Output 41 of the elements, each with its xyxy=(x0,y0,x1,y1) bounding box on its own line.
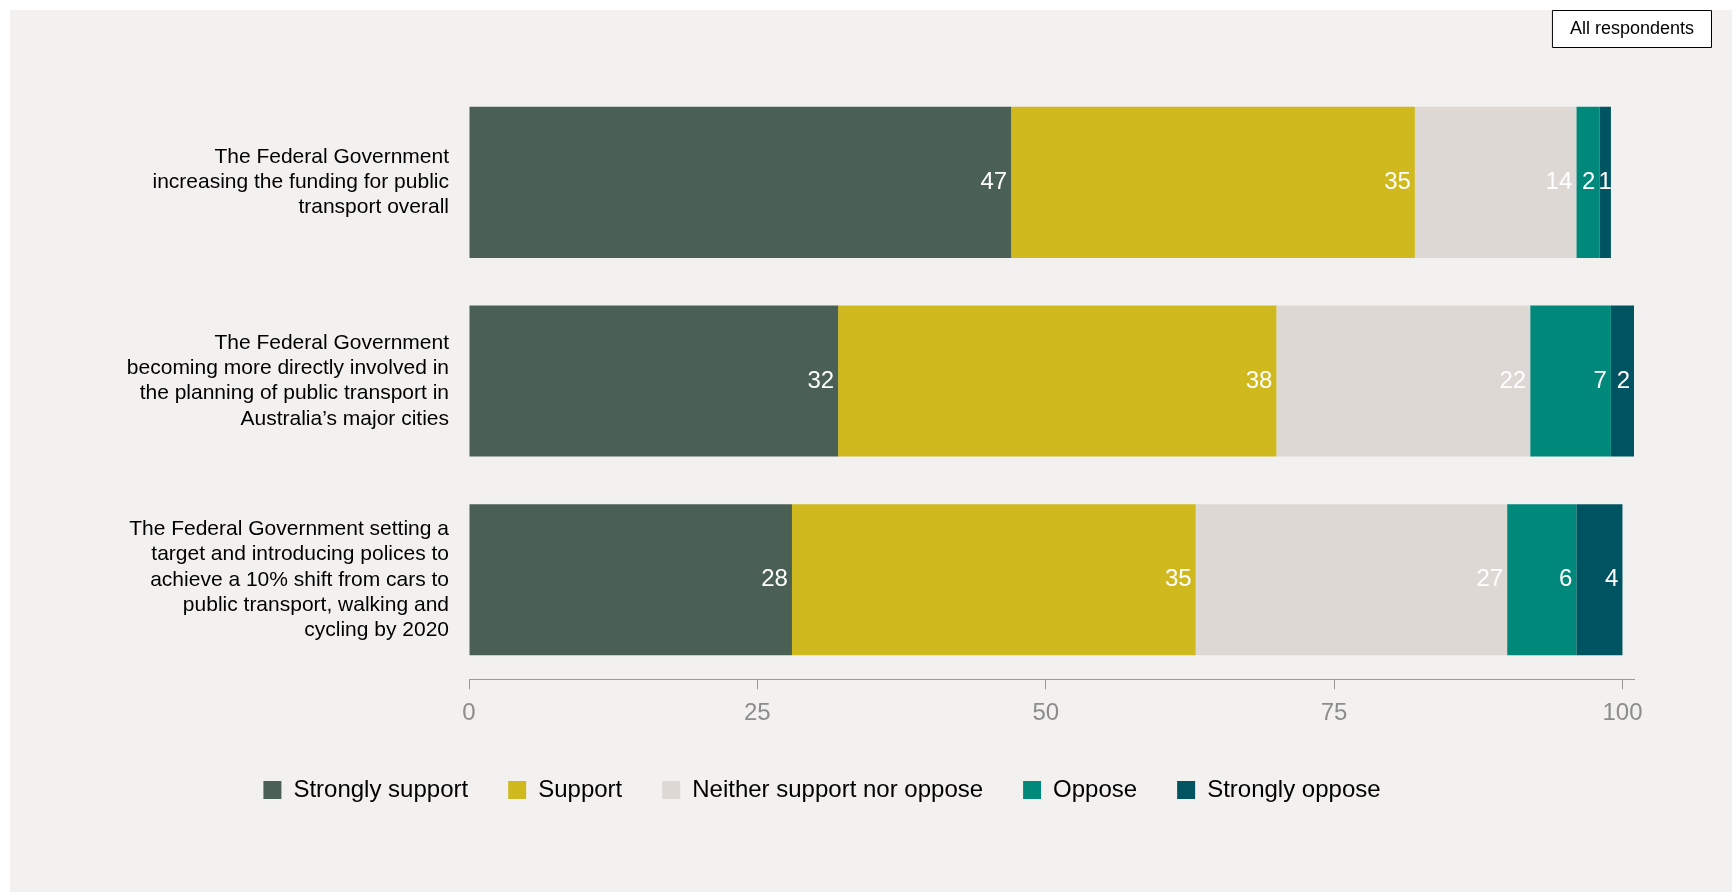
bar xyxy=(1195,504,1508,656)
legend-label: Support xyxy=(538,774,623,802)
bar xyxy=(469,504,792,656)
bar xyxy=(838,305,1277,457)
y-tick-label: The Federal Government setting a target and introducing polices to achieve a 10% shift from cars to public transport, walking and cycling by 2020 xyxy=(129,516,450,641)
legend-label: Strongly oppose xyxy=(1207,774,1381,802)
data-label: 4 xyxy=(1605,564,1619,592)
data-label: 32 xyxy=(807,365,835,393)
x-tick-label: 75 xyxy=(1320,698,1348,726)
data-label: 7 xyxy=(1593,365,1607,393)
data-label: 38 xyxy=(1245,365,1273,393)
bar xyxy=(791,504,1196,656)
bar xyxy=(1414,106,1577,258)
bar xyxy=(1576,106,1600,258)
y-tick-label: The Federal Government becoming more directly involved in the planning of public transport in Australia’s major cities xyxy=(126,330,450,429)
bar xyxy=(1610,305,1634,457)
bar xyxy=(469,305,839,457)
legend-label: Neither support nor oppose xyxy=(692,774,984,802)
x-tick-label: 100 xyxy=(1602,698,1643,726)
legend-label: Strongly support xyxy=(293,774,469,802)
bar xyxy=(469,106,1012,258)
text: All respondents xyxy=(1569,17,1694,38)
legend-label: Oppose xyxy=(1053,774,1138,802)
y-tick-label: The Federal Government increasing the funding for public transport overall xyxy=(152,143,450,218)
bar xyxy=(1530,305,1611,457)
data-label: 28 xyxy=(761,564,788,592)
x-tick-label: 25 xyxy=(744,698,771,726)
x-tick-label: 0 xyxy=(462,698,476,726)
bar xyxy=(1507,504,1577,656)
bar xyxy=(1576,504,1623,656)
data-label: 35 xyxy=(1384,166,1411,194)
data-label: 2 xyxy=(1582,166,1596,194)
x-tick-label: 50 xyxy=(1032,698,1060,726)
data-label: 2 xyxy=(1616,365,1630,393)
data-label: 6 xyxy=(1558,564,1573,592)
bar xyxy=(1276,305,1531,457)
data-label: 35 xyxy=(1164,564,1192,592)
bar xyxy=(1011,106,1415,258)
data-label: 47 xyxy=(980,166,1008,194)
data-label: 1 xyxy=(1598,166,1612,194)
bar xyxy=(1599,106,1611,258)
